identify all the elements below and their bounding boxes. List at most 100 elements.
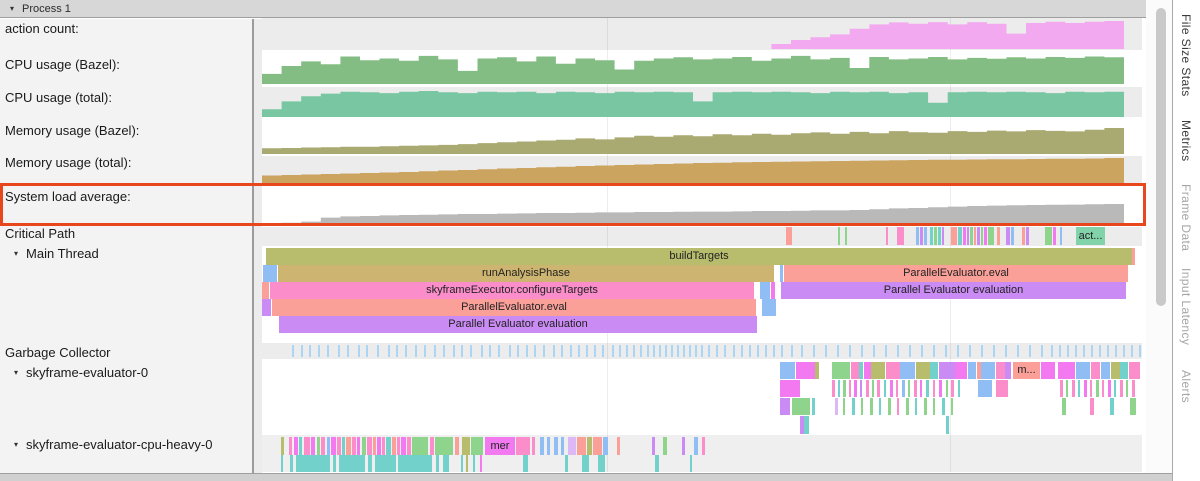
trace-slice[interactable] — [362, 437, 366, 455]
trace-slice[interactable] — [762, 299, 776, 316]
trace-slice[interactable] — [655, 455, 659, 472]
trace-slice[interactable] — [342, 437, 345, 455]
trace-slice[interactable] — [879, 398, 881, 415]
trace-slice[interactable] — [733, 345, 735, 357]
trace-slice[interactable] — [908, 380, 910, 397]
trace-slice[interactable] — [938, 227, 941, 245]
trace-slice[interactable] — [375, 455, 396, 472]
trace-slice[interactable] — [970, 227, 973, 245]
trace-slice[interactable] — [1096, 380, 1099, 397]
trace-slice[interactable] — [780, 398, 790, 415]
trace-slice[interactable] — [695, 345, 697, 357]
trace-slice[interactable] — [689, 345, 691, 357]
trace-slice[interactable] — [598, 455, 605, 472]
trace-slice[interactable] — [398, 455, 432, 472]
trace-slice[interactable] — [1123, 345, 1125, 357]
trace-slice[interactable] — [792, 398, 810, 415]
trace-slice[interactable] — [860, 380, 862, 397]
tab-alerts[interactable]: Alerts — [1179, 370, 1193, 404]
trace-slice[interactable] — [741, 345, 743, 357]
trace-slice[interactable] — [815, 362, 819, 379]
trace-slice[interactable]: Parallel Evaluator evaluation — [781, 282, 1126, 299]
trace-slice[interactable] — [942, 227, 944, 245]
trace-slice[interactable] — [1067, 345, 1069, 357]
trace-slice[interactable] — [659, 345, 661, 357]
trace-slice[interactable] — [942, 398, 945, 415]
trace-slice[interactable] — [338, 345, 340, 357]
trace-slice[interactable] — [981, 362, 995, 379]
trace-slice[interactable] — [886, 362, 900, 379]
trace-slice[interactable] — [838, 227, 840, 245]
trace-slice[interactable] — [852, 398, 855, 415]
trace-slice[interactable] — [532, 437, 535, 455]
trace-slice[interactable] — [771, 282, 775, 299]
trace-slice[interactable] — [388, 345, 390, 357]
trace-slice[interactable] — [916, 227, 919, 245]
row-label-skyframe-evaluator-cpu-heavy-0[interactable]: ▾ skyframe-evaluator-cpu-heavy-0 — [0, 437, 262, 452]
trace-slice[interactable] — [933, 398, 935, 415]
trace-slice[interactable] — [1120, 362, 1128, 379]
trace-slice[interactable] — [318, 345, 320, 357]
trace-slice[interactable] — [412, 437, 428, 455]
trace-slice[interactable] — [603, 437, 608, 455]
trace-slice[interactable] — [838, 380, 840, 397]
trace-slice[interactable] — [890, 380, 893, 397]
trace-slice[interactable] — [974, 227, 976, 245]
trace-slice[interactable]: ParallelEvaluator.eval — [272, 299, 756, 316]
trace-slice[interactable] — [939, 362, 955, 379]
process-header[interactable]: ▾ Process 1 — [0, 0, 1146, 18]
trace-slice[interactable] — [480, 455, 482, 472]
trace-slice[interactable] — [578, 345, 580, 357]
trace-slice[interactable] — [977, 227, 980, 245]
trace-slice[interactable] — [896, 380, 898, 397]
trace-slice[interactable] — [920, 227, 923, 245]
system-load-average-chart[interactable] — [262, 204, 1124, 224]
trace-slice[interactable] — [832, 362, 850, 379]
trace-slice[interactable] — [407, 437, 411, 455]
trace-slice[interactable] — [934, 227, 937, 245]
trace-slice[interactable] — [516, 437, 530, 455]
trace-slice[interactable] — [470, 345, 472, 357]
trace-slice[interactable] — [382, 437, 385, 455]
trace-slice[interactable] — [577, 437, 586, 455]
trace-slice[interactable] — [612, 345, 614, 357]
trace-slice[interactable] — [946, 416, 949, 434]
trace-slice[interactable] — [327, 345, 329, 357]
trace-slice[interactable] — [1075, 345, 1077, 357]
trace-slice[interactable] — [993, 345, 995, 357]
trace-slice[interactable] — [377, 345, 379, 357]
trace-slice[interactable] — [352, 437, 356, 455]
trace-slice[interactable] — [682, 437, 685, 455]
trace-slice[interactable] — [317, 437, 320, 455]
trace-slice[interactable] — [902, 380, 905, 397]
trace-slice[interactable] — [1066, 380, 1068, 397]
trace-slice[interactable] — [1115, 345, 1117, 357]
trace-slice[interactable] — [920, 380, 922, 397]
trace-slice[interactable]: runAnalysisPhase — [278, 265, 774, 282]
trace-slice[interactable] — [677, 345, 679, 357]
trace-slice[interactable] — [866, 380, 869, 397]
trace-slice[interactable] — [780, 265, 783, 282]
trace-slice[interactable] — [339, 455, 365, 472]
trace-slice[interactable] — [933, 345, 935, 357]
trace-slice[interactable] — [462, 437, 470, 455]
trace-slice[interactable] — [311, 437, 315, 455]
trace-slice[interactable] — [301, 345, 303, 357]
trace-slice[interactable] — [877, 380, 880, 397]
trace-slice[interactable] — [547, 437, 550, 455]
trace-slice[interactable] — [626, 345, 628, 357]
trace-slice[interactable] — [498, 345, 500, 357]
trace-slice[interactable] — [281, 437, 284, 455]
trace-slice[interactable] — [593, 437, 602, 455]
trace-slice[interactable] — [397, 437, 400, 455]
collapse-arrow-icon[interactable]: ▾ — [10, 4, 15, 13]
trace-slice[interactable] — [392, 437, 396, 455]
trace-slice[interactable] — [540, 437, 544, 455]
vertical-scrollbar-thumb[interactable] — [1156, 8, 1166, 306]
tab-file-size-stats[interactable]: File Size Stats — [1179, 14, 1193, 97]
trace-slice[interactable] — [924, 398, 927, 415]
trace-slice[interactable] — [1006, 227, 1010, 245]
trace-slice[interactable] — [1060, 380, 1063, 397]
trace-slice[interactable] — [1129, 362, 1140, 379]
cpu-usage-bazel-chart[interactable] — [262, 55, 1124, 84]
